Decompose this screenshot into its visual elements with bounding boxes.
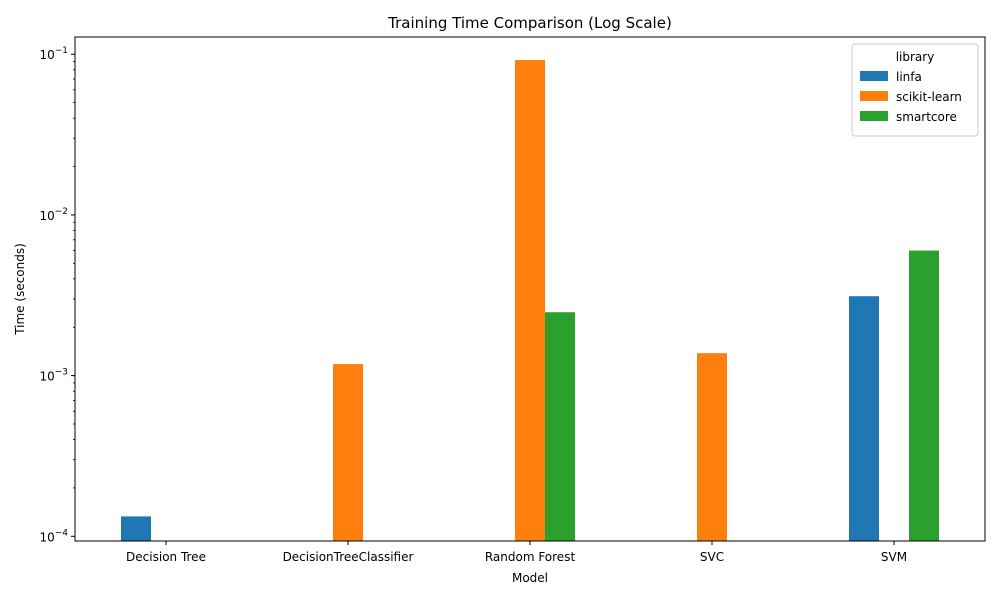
x-tick-label: Random Forest: [485, 550, 576, 564]
bar-scikit-learn-2: [515, 60, 545, 541]
bar-linfa-4: [849, 296, 879, 541]
legend-swatch-scikit-learn: [860, 91, 888, 101]
legend: library linfa scikit-learn smartcore: [851, 43, 979, 137]
x-axis-label: Model: [512, 571, 548, 585]
x-tick-label: SVM: [881, 550, 907, 564]
y-tick-label: 10−3: [39, 368, 68, 384]
legend-label-linfa: linfa: [896, 70, 922, 84]
y-axis-label: Time (seconds): [13, 243, 27, 336]
bar-scikit-learn-3: [697, 353, 727, 541]
x-axis-ticks: Decision Tree DecisionTreeClassifier Rando…: [126, 541, 907, 564]
legend-title: library: [896, 50, 935, 64]
chart-title: Training Time Comparison (Log Scale): [387, 14, 672, 32]
legend-label-smartcore: smartcore: [896, 110, 957, 124]
bars-layer: [121, 60, 939, 541]
y-axis-ticks: 10−4 10−3 10−2 10−1: [39, 46, 75, 544]
x-tick-label: Decision Tree: [126, 550, 206, 564]
y-tick-label: 10−2: [39, 207, 68, 223]
legend-swatch-smartcore: [860, 111, 888, 121]
bar-smartcore-4: [909, 250, 939, 541]
legend-swatch-linfa: [860, 71, 888, 81]
bar-linfa-0: [121, 516, 151, 541]
bar-scikit-learn-1: [333, 364, 363, 541]
legend-label-scikit-learn: scikit-learn: [896, 90, 962, 104]
y-tick-label: 10−1: [39, 46, 68, 62]
y-tick-label: 10−4: [39, 528, 68, 544]
x-tick-label: DecisionTreeClassifier: [283, 550, 414, 564]
x-tick-label: SVC: [700, 550, 724, 564]
bar-smartcore-2: [545, 312, 575, 541]
